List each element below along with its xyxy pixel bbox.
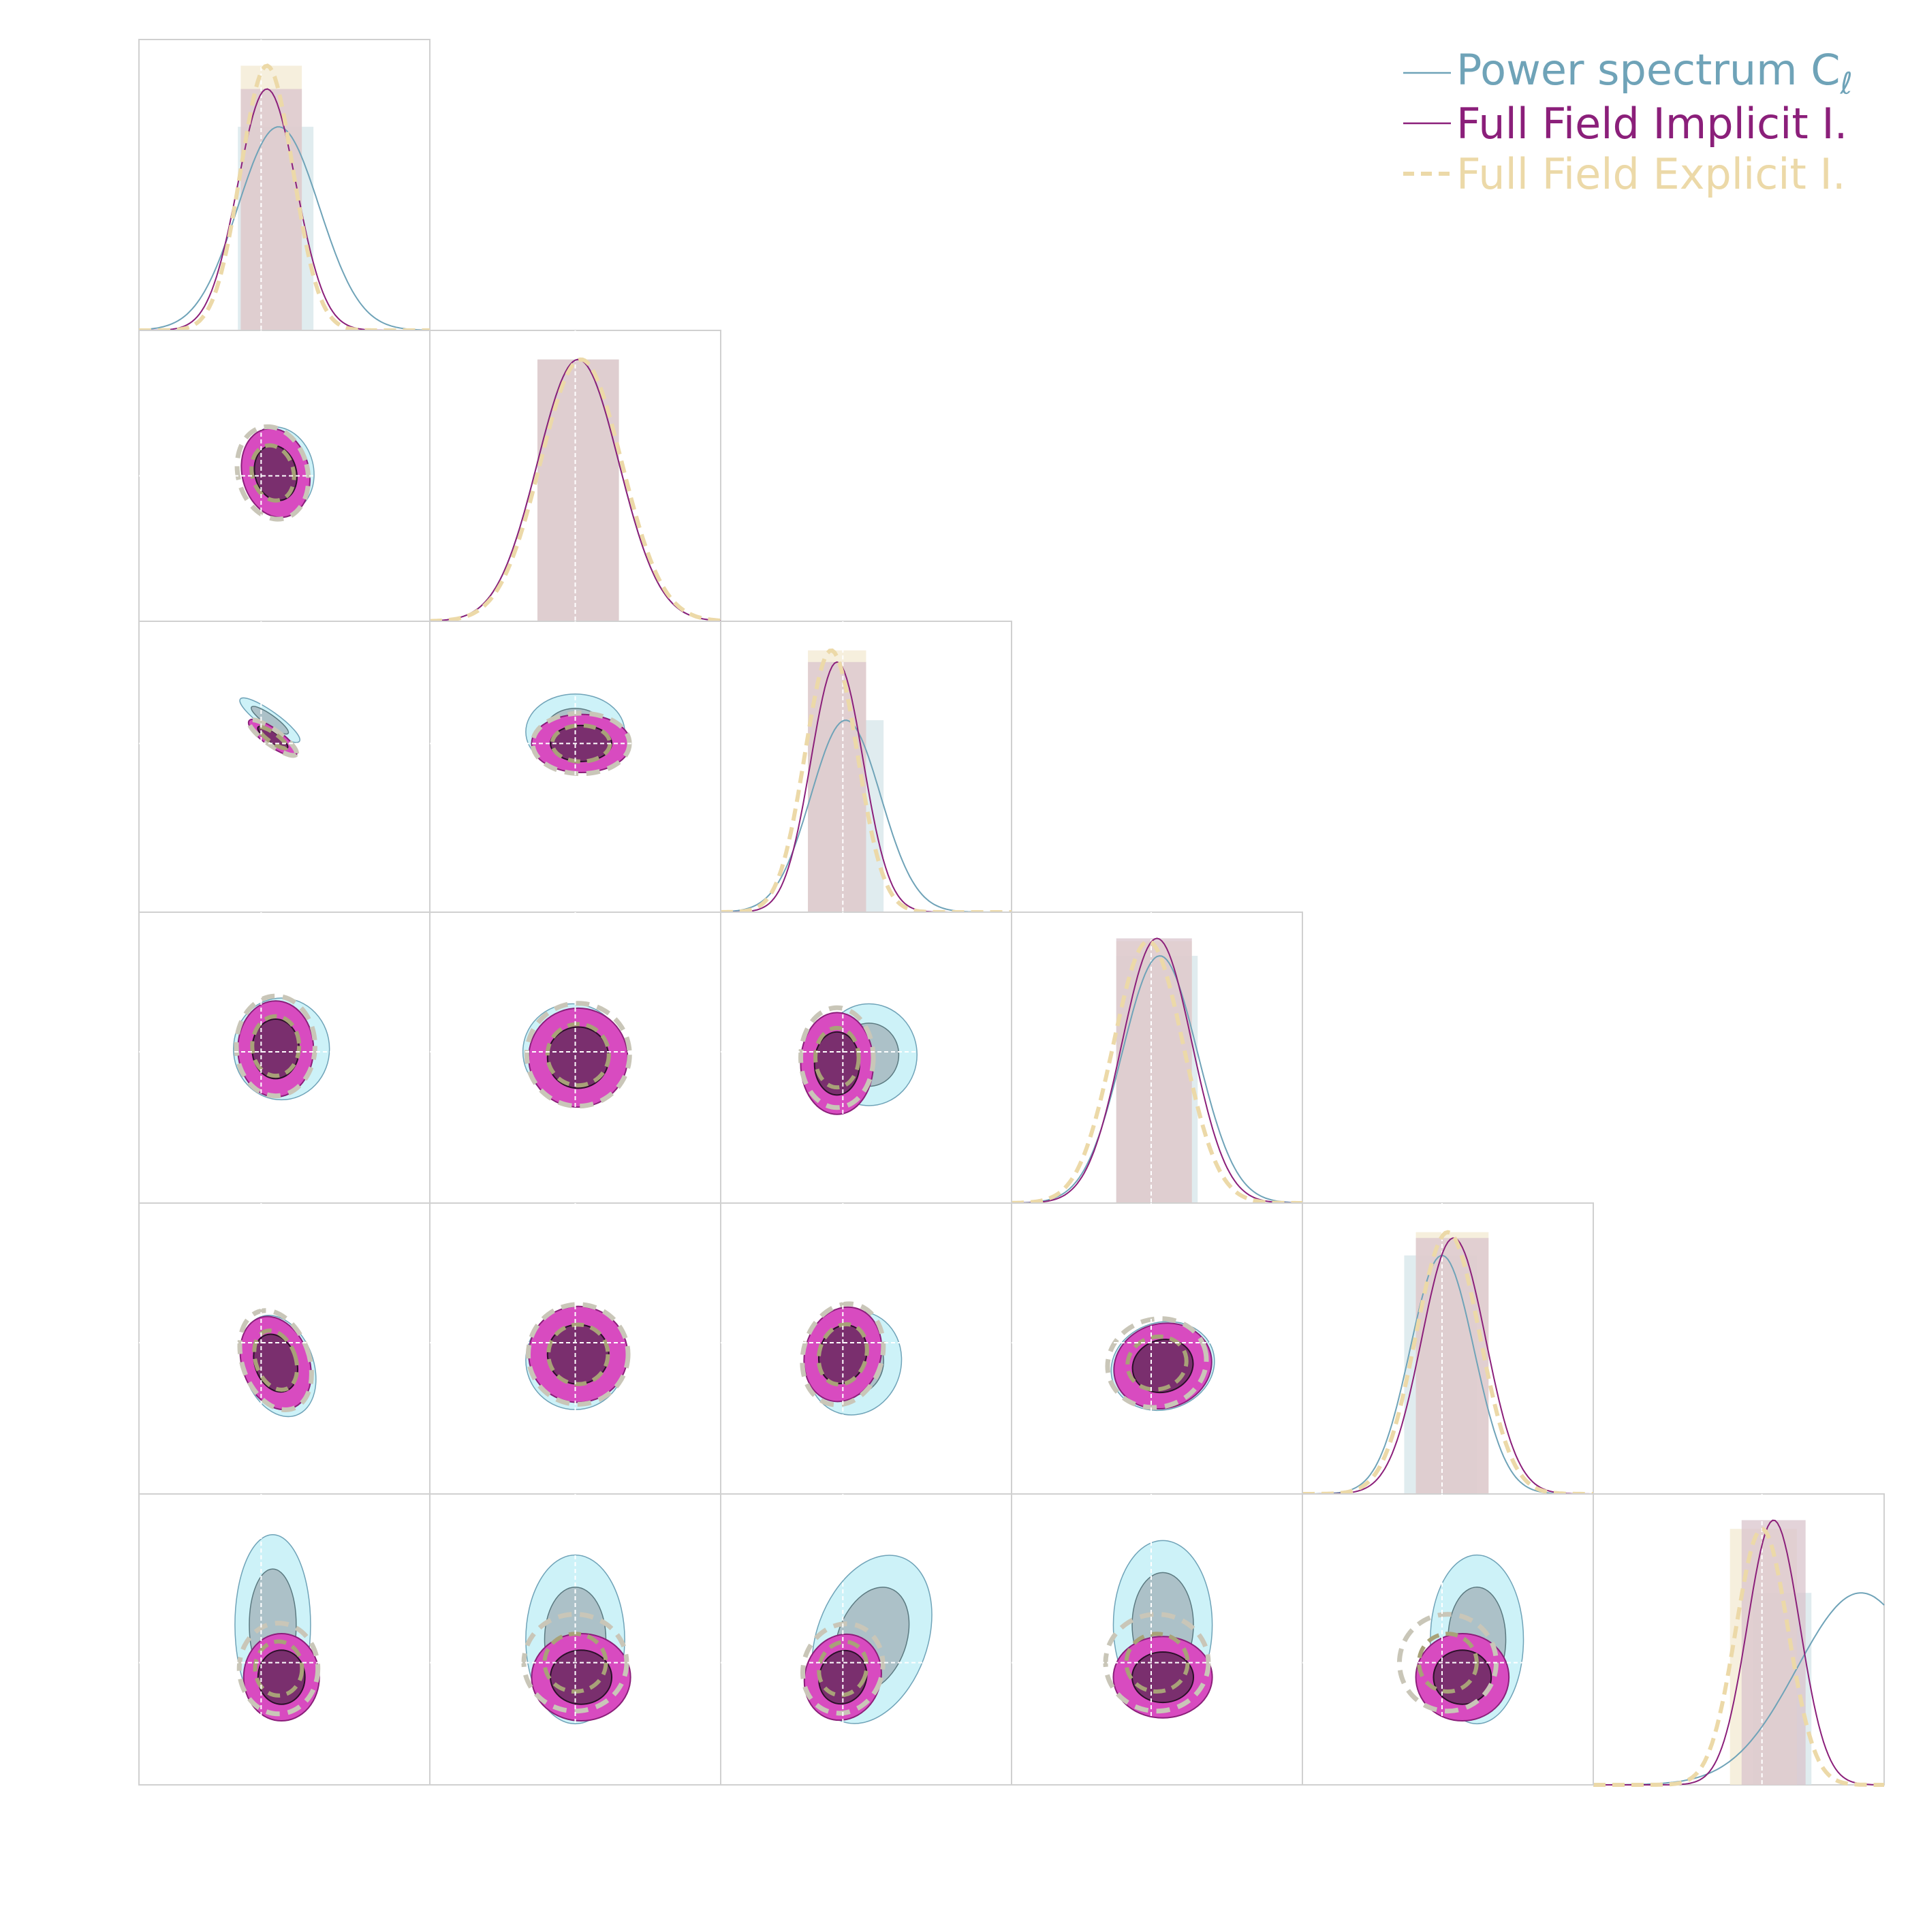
legend-item-explicit: Full Field Explicit I. xyxy=(1403,149,1853,199)
explicit-68-contour xyxy=(1125,1334,1189,1392)
implicit-68-contour xyxy=(257,1649,306,1705)
pair-panel-r6-c2 xyxy=(429,1493,721,1786)
marginal-panel-4 xyxy=(1011,912,1303,1205)
explicit-68-contour xyxy=(817,1640,869,1698)
pair-panel-r6-c1 xyxy=(138,1493,431,1786)
pair-panel-r4-c1 xyxy=(138,912,431,1204)
contour-layer xyxy=(798,1003,918,1115)
explicit-68-contour xyxy=(545,1022,611,1088)
explicit-95-contour xyxy=(1105,1316,1209,1410)
pair-panel-r2-c1 xyxy=(138,330,431,622)
legend-label-implicit: Full Field Implicit I. xyxy=(1456,98,1848,149)
explicit-68-contour xyxy=(813,1025,861,1090)
pair-panel-r5-c2 xyxy=(429,1202,721,1495)
legend-line-dashed xyxy=(1403,172,1451,176)
explicit-95-contour xyxy=(524,1001,632,1109)
explicit-68-contour xyxy=(546,1322,610,1386)
pair-panel-r6-c3 xyxy=(720,1493,1012,1786)
pair-panel-r5-c1 xyxy=(138,1202,431,1495)
contour-layer xyxy=(1105,1316,1215,1412)
legend-line-solid xyxy=(1403,122,1451,125)
explicit-95-contour xyxy=(1103,1612,1211,1714)
contour-layer xyxy=(800,1555,933,1724)
pair-panel-r6-c5 xyxy=(1302,1493,1594,1786)
pair-panel-r6-c4 xyxy=(1011,1493,1303,1786)
panel-frame xyxy=(138,621,431,913)
explicit-95-contour xyxy=(234,993,317,1099)
implicit-credible-band xyxy=(1741,1520,1806,1785)
contour-layer xyxy=(237,1308,317,1418)
explicit-95-contour xyxy=(246,717,299,758)
implicit-credible-band xyxy=(537,359,619,621)
explicit-95-contour xyxy=(234,424,311,522)
explicit-marginal-curve xyxy=(1593,1527,1884,1787)
pair-panel-r5-c4 xyxy=(1011,1202,1303,1495)
contour-layer xyxy=(1396,1554,1524,1725)
marginal-panel-6 xyxy=(1593,1493,1885,1787)
explicit-marginal-curve xyxy=(1302,1230,1593,1496)
explicit-marginal-curve xyxy=(1012,939,1302,1205)
legend-label-text: Power spectrum C xyxy=(1456,44,1841,95)
contour-layer xyxy=(233,993,330,1101)
pair-panel-r3-c1 xyxy=(138,621,431,913)
contour-layer xyxy=(800,1301,903,1416)
legend-item-implicit: Full Field Implicit I. xyxy=(1403,98,1853,149)
marginal-panel-5 xyxy=(1302,1202,1594,1496)
power-marginal-curve xyxy=(1012,955,1303,1204)
pair-panel-r4-c3 xyxy=(720,912,1012,1204)
explicit-95-contour xyxy=(236,1621,321,1717)
legend-line-solid xyxy=(1403,72,1451,74)
implicit-marginal-curve xyxy=(429,358,721,622)
implicit-marginal-curve xyxy=(1012,937,1302,1204)
pair-panel-r5-c3 xyxy=(720,1202,1012,1495)
legend-label-power-spectrum: Power spectrum Cℓ xyxy=(1456,45,1853,101)
legend: Power spectrum Cℓ Full Field Implicit I.… xyxy=(1403,45,1853,199)
marginal-panel-1 xyxy=(138,39,431,332)
legend-item-power-spectrum: Power spectrum Cℓ xyxy=(1403,45,1853,101)
explicit-68-contour xyxy=(250,1014,302,1078)
explicit-68-contour xyxy=(253,1639,304,1698)
explicit-68-contour xyxy=(249,443,296,503)
implicit-credible-band xyxy=(808,661,866,912)
explicit-68-contour xyxy=(256,725,289,751)
implicit-68-contour xyxy=(1131,1651,1195,1704)
legend-label-subscript: ℓ xyxy=(1840,66,1853,102)
pair-panel-r3-c2 xyxy=(429,621,721,913)
explicit-95-contour xyxy=(237,1308,314,1412)
contour-layer xyxy=(1103,1540,1213,1719)
explicit-marginal-curve xyxy=(139,63,430,332)
explicit-95-contour xyxy=(525,1302,631,1407)
pair-panel-r4-c2 xyxy=(429,912,721,1204)
implicit-credible-band xyxy=(1415,1238,1489,1494)
marginal-panel-3 xyxy=(720,621,1012,914)
explicit-marginal-curve xyxy=(429,357,721,623)
explicit-68-contour xyxy=(252,1328,300,1392)
contour-layer xyxy=(522,1001,632,1109)
explicit-95-contour xyxy=(800,1621,886,1716)
implicit-68-contour xyxy=(550,1649,613,1705)
marginal-panel-2 xyxy=(429,330,721,623)
explicit-95-contour xyxy=(798,1005,876,1110)
explicit-68-contour xyxy=(1124,1632,1190,1694)
legend-label-explicit: Full Field Explicit I. xyxy=(1456,149,1846,199)
explicit-68-contour xyxy=(816,1322,869,1387)
explicit-95-contour xyxy=(521,1612,629,1714)
